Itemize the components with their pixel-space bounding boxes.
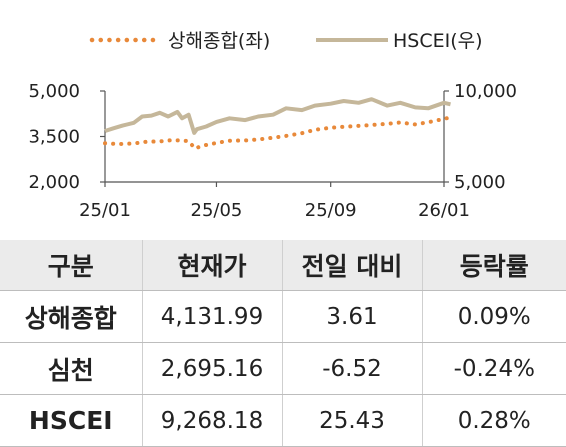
market-summary-table: 구분 현재가 전일 대비 등락률 상해종합 4,131.99 3.61 0.09… — [0, 240, 566, 447]
series-hscei-line — [104, 97, 451, 135]
header-current-price: 현재가 — [141, 240, 282, 291]
y-left-tick-label: 3,500 — [28, 127, 80, 148]
legend-label: 상해종합(좌) — [168, 30, 270, 52]
current-price: 2,695.16 — [141, 342, 282, 395]
chart-series — [103, 97, 453, 151]
table-header-row: 구분 현재가 전일 대비 등락률 — [0, 240, 566, 291]
change-rate: -0.24% — [421, 342, 566, 395]
index-name: HSCEI — [0, 394, 142, 447]
table-row: 심천 2,695.16 -6.52 -0.24% — [0, 342, 566, 395]
x-tick-label: 25/09 — [305, 200, 357, 221]
current-price: 4,131.99 — [141, 290, 282, 343]
header-change: 전일 대비 — [281, 240, 422, 291]
header-category: 구분 — [0, 240, 142, 291]
legend-label: HSCEI(우) — [393, 30, 483, 52]
series-shanghai-line — [103, 115, 453, 151]
index-name: 상해종합 — [0, 290, 142, 343]
daily-change: 3.61 — [281, 290, 422, 343]
index-line-chart: 상해종합(좌) HSCEI(우) 2,000 3,500 5,000 5,000 10,0… — [28, 30, 517, 221]
daily-change: -6.52 — [281, 342, 422, 395]
chart-axes: 2,000 3,500 5,000 5,000 10,000 25/01 25/05 25/0… — [28, 81, 517, 221]
x-tick-label: 26/01 — [418, 200, 470, 221]
header-change-rate: 등락률 — [421, 240, 566, 291]
x-tick-label: 25/01 — [79, 200, 131, 221]
y-right-tick-label: 10,000 — [454, 81, 517, 102]
daily-change: 25.43 — [281, 394, 422, 447]
chart-legend: 상해종합(좌) HSCEI(우) — [89, 30, 483, 52]
y-right-tick-label: 5,000 — [454, 172, 506, 193]
table-row: 상해종합 4,131.99 3.61 0.09% — [0, 290, 566, 343]
table-row: HSCEI 9,268.18 25.43 0.28% — [0, 394, 566, 447]
index-name: 심천 — [0, 342, 142, 395]
change-rate: 0.28% — [421, 394, 566, 447]
y-left-tick-label: 2,000 — [28, 172, 80, 193]
y-left-tick-label: 5,000 — [28, 81, 80, 102]
x-tick-label: 25/05 — [191, 200, 243, 221]
current-price: 9,268.18 — [141, 394, 282, 447]
change-rate: 0.09% — [421, 290, 566, 343]
